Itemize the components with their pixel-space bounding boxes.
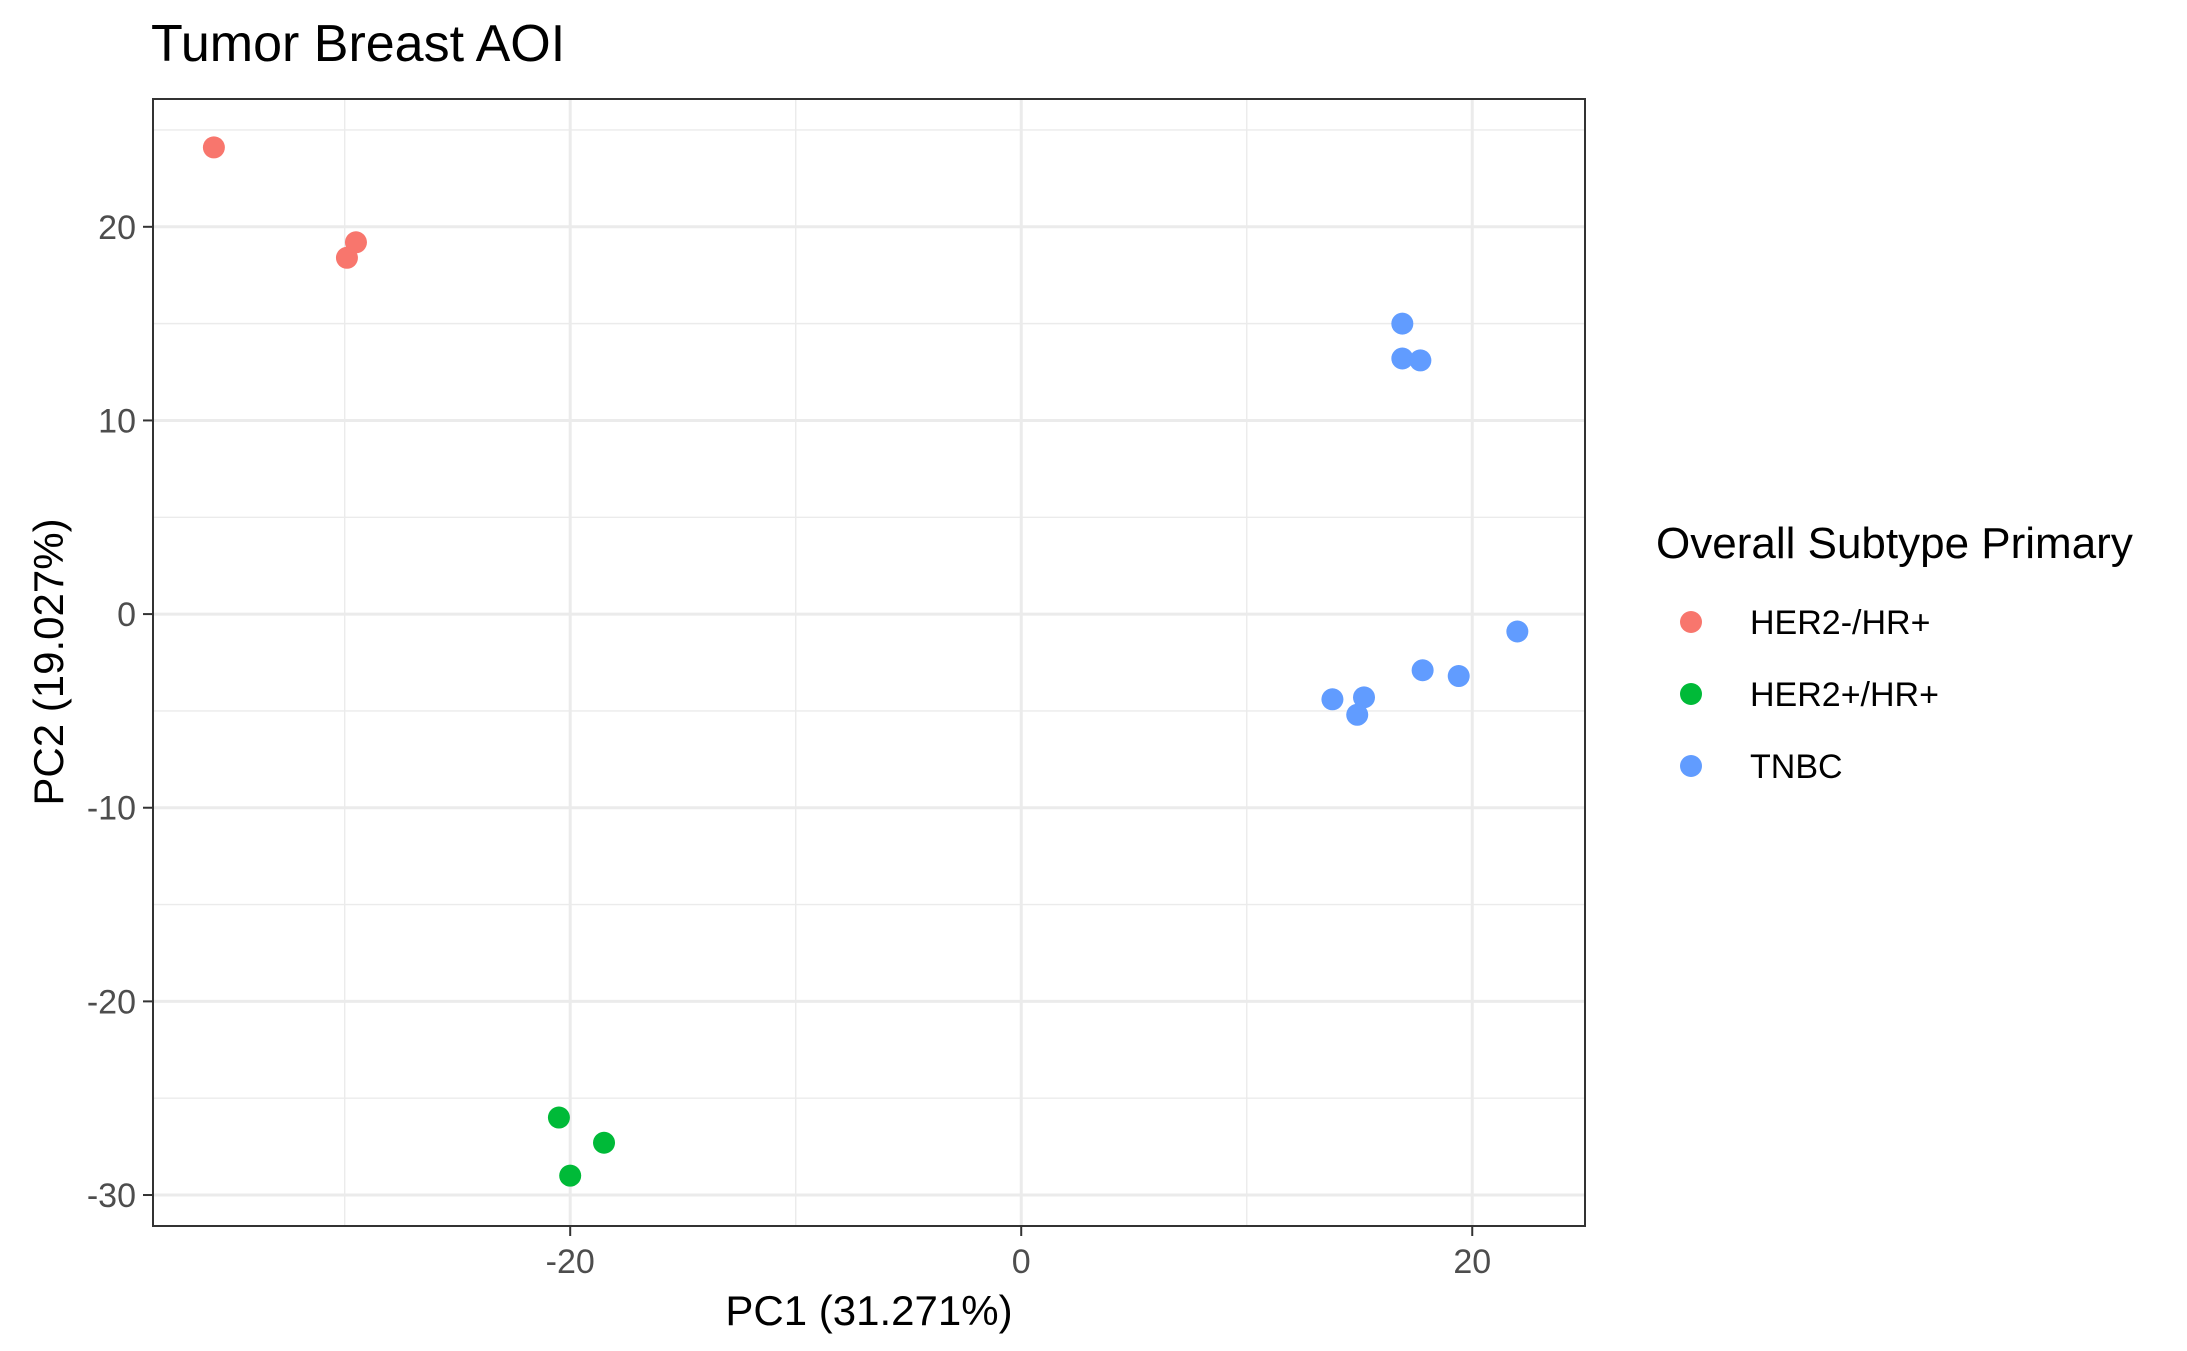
y-tick-label: -10 — [87, 790, 136, 828]
y-tick-label: -30 — [87, 1177, 136, 1215]
legend-label: HER2-/HR+ — [1750, 604, 1930, 642]
x-axis: -20 0 20 — [546, 1226, 1491, 1281]
y-tick-label: 10 — [98, 402, 136, 440]
chart-title: Tumor Breast AOI — [151, 15, 565, 73]
data-point — [1391, 312, 1414, 335]
data-point — [1352, 686, 1375, 709]
data-point — [559, 1164, 582, 1187]
x-tick-label: 0 — [1012, 1243, 1031, 1281]
data-point — [1447, 665, 1470, 688]
legend-label: TNBC — [1750, 748, 1843, 786]
plot-panel-border — [152, 98, 1586, 1227]
x-tick-label: 20 — [1453, 1243, 1491, 1281]
data-point — [1411, 659, 1434, 682]
x-tick-label: -20 — [546, 1243, 595, 1281]
y-tick-label: 0 — [117, 596, 136, 634]
data-point — [202, 136, 225, 159]
data-point — [1391, 347, 1414, 370]
legend-key — [1680, 611, 1702, 633]
data-point — [1321, 688, 1344, 711]
data-point — [547, 1106, 570, 1129]
plot-panel — [153, 99, 1585, 1226]
legend: Overall Subtype Primary HER2-/HR+ HER2+/H… — [1656, 519, 2133, 786]
y-tick-label: -20 — [87, 983, 136, 1021]
data-point — [1409, 349, 1432, 372]
data-point — [593, 1131, 616, 1154]
y-tick-label: 20 — [98, 209, 136, 247]
data-point — [1506, 620, 1529, 643]
legend-key — [1680, 683, 1702, 705]
legend-label: HER2+/HR+ — [1750, 676, 1939, 714]
legend-title: Overall Subtype Primary — [1656, 519, 2133, 568]
data-point — [1346, 703, 1369, 726]
legend-key — [1680, 755, 1702, 777]
data-points — [202, 136, 1529, 1187]
y-axis-title: PC2 (19.027%) — [25, 518, 72, 805]
grid-lines — [153, 99, 1585, 1226]
data-point — [344, 231, 367, 254]
x-axis-title: PC1 (31.271%) — [725, 1287, 1012, 1334]
y-axis: 20 10 0 -10 -20 -30 — [87, 209, 153, 1215]
